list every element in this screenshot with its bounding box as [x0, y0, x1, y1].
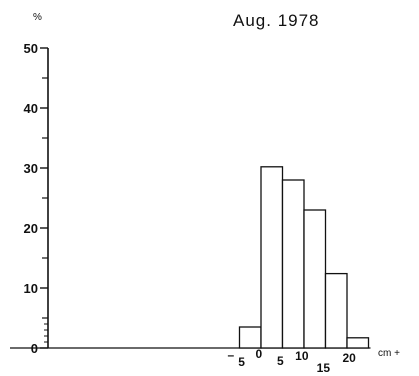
histogram-bar — [238, 326, 262, 349]
x-tick-label: – — [228, 348, 235, 362]
x-tick-label: 10 — [295, 349, 309, 363]
histogram-bar — [346, 337, 370, 349]
y-tick-label: 30 — [24, 161, 38, 176]
y-tick-label: 40 — [24, 101, 38, 116]
chart-title: Aug. 1978 — [233, 11, 320, 30]
histogram-bar — [281, 179, 305, 349]
histogram-bar — [324, 272, 348, 349]
x-tick-label: 0 — [256, 347, 263, 361]
y-tick-label: 20 — [24, 221, 38, 236]
y-tick-label: 10 — [24, 281, 38, 296]
y-axis-unit-label: % — [33, 12, 42, 23]
x-axis-unit-label: cm + — [378, 348, 400, 359]
x-tick-label: 20 — [342, 351, 356, 365]
histogram-bar — [303, 209, 327, 349]
x-tick-label: 5 — [238, 355, 245, 369]
y-axis-ticks: 01020304050 — [24, 41, 48, 356]
histogram-bar — [260, 166, 284, 349]
y-tick-label: 50 — [24, 41, 38, 56]
histogram-bars — [238, 166, 370, 349]
x-tick-label: 5 — [277, 354, 284, 368]
x-tick-label: 15 — [317, 361, 331, 375]
